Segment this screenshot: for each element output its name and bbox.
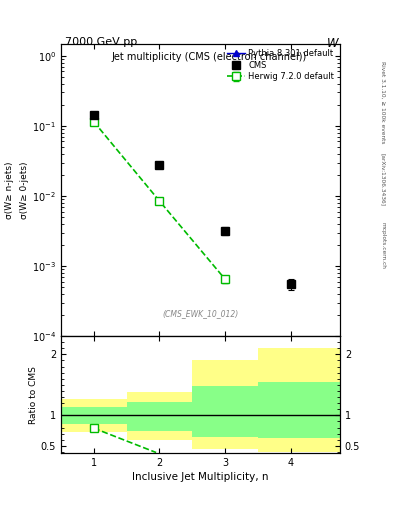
Text: Rivet 3.1.10, ≥ 100k events: Rivet 3.1.10, ≥ 100k events <box>381 61 386 144</box>
Legend: Pythia 8.301 default, CMS, Herwig 7.2.0 default: Pythia 8.301 default, CMS, Herwig 7.2.0 … <box>225 48 336 83</box>
Text: mcplots.cern.ch: mcplots.cern.ch <box>381 222 386 269</box>
Y-axis label: σ(W≥ n-jets)
σ(W≥ 0-jets): σ(W≥ n-jets) σ(W≥ 0-jets) <box>6 161 29 219</box>
Text: 7000 GeV pp: 7000 GeV pp <box>65 37 137 47</box>
Text: [arXiv:1306.3436]: [arXiv:1306.3436] <box>381 153 386 206</box>
Text: (CMS_EWK_10_012): (CMS_EWK_10_012) <box>162 310 239 318</box>
Text: Jet multiplicity (CMS (electron channel)): Jet multiplicity (CMS (electron channel)… <box>111 52 307 62</box>
Y-axis label: Ratio to CMS: Ratio to CMS <box>29 366 38 423</box>
Text: W: W <box>327 37 339 50</box>
X-axis label: Inclusive Jet Multiplicity, n: Inclusive Jet Multiplicity, n <box>132 472 269 482</box>
